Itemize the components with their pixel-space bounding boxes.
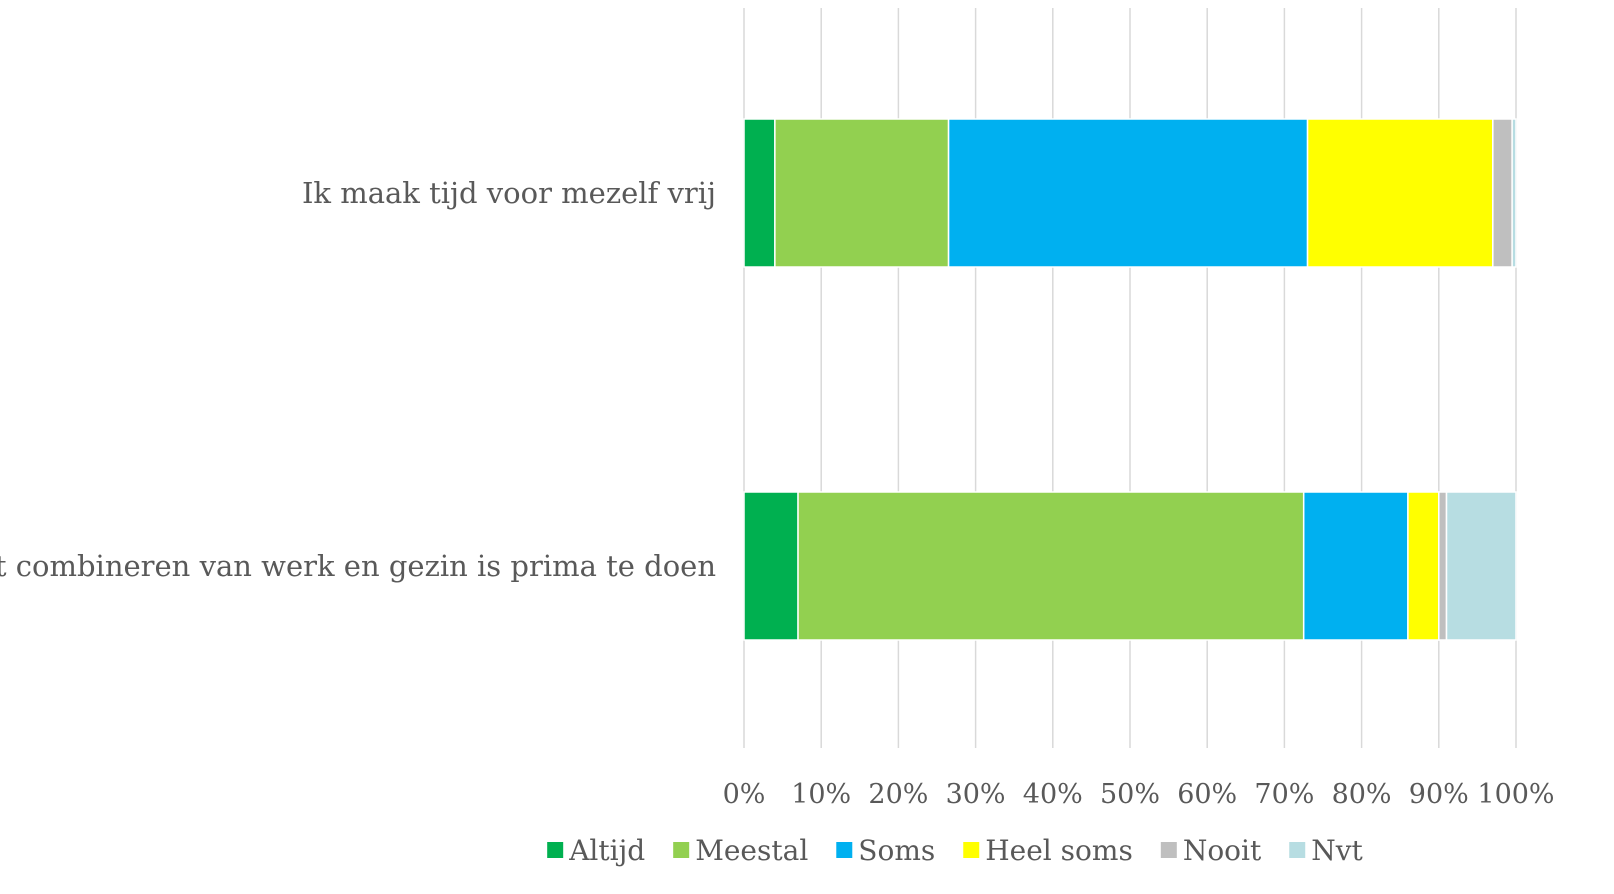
legend-item-meestal: Meestal xyxy=(673,834,808,867)
bar-segment-altijd xyxy=(743,491,799,641)
legend: Altijd Meestal Soms Heel soms Nooit Nvt xyxy=(547,834,1364,867)
bar-segment-heel-soms xyxy=(1306,118,1494,268)
x-tick-label: 10% xyxy=(791,779,851,810)
x-tick-label: 30% xyxy=(946,779,1006,810)
legend-label: Altijd xyxy=(568,834,645,867)
x-tick-label: 60% xyxy=(1177,779,1237,810)
legend-swatch xyxy=(963,842,980,858)
legend-item-soms: Soms xyxy=(836,834,935,867)
bar-segment-meestal xyxy=(797,491,1305,641)
bar-segment-meestal xyxy=(774,118,950,268)
x-tick-label: 100% xyxy=(1477,779,1554,810)
category-label: Het combineren van werk en gezin is prim… xyxy=(0,549,716,583)
bar-segment-nooit xyxy=(1492,118,1513,268)
legend-swatch xyxy=(673,842,690,858)
legend-item-heel-soms: Heel soms xyxy=(963,834,1133,867)
legend-item-nooit: Nooit xyxy=(1160,834,1262,867)
bars xyxy=(743,118,1517,641)
bar-segment-nvt xyxy=(1511,118,1517,268)
legend-swatch xyxy=(836,842,853,858)
legend-item-altijd: Altijd xyxy=(547,834,645,867)
legend-item-nvt: Nvt xyxy=(1289,834,1364,867)
legend-label: Heel soms xyxy=(985,834,1133,867)
legend-swatch xyxy=(1289,842,1306,858)
x-tick-label: 90% xyxy=(1409,779,1469,810)
x-tick-label: 20% xyxy=(868,779,928,810)
bar-segment-nooit xyxy=(1438,491,1448,641)
legend-label: Meestal xyxy=(695,834,808,867)
legend-swatch xyxy=(547,842,564,858)
category-labels: Ik maak tijd voor mezelf vrij Het combine… xyxy=(0,176,716,583)
x-tick-label: 0% xyxy=(723,779,766,810)
bar-segment-soms xyxy=(1302,491,1409,641)
x-tick-label: 80% xyxy=(1332,779,1392,810)
bar-segment-heel-soms xyxy=(1407,491,1440,641)
x-tick-label: 50% xyxy=(1100,779,1160,810)
bar-segment-soms xyxy=(947,118,1309,268)
legend-label: Soms xyxy=(858,834,935,867)
x-axis-tick-labels: 0% 10% 20% 30% 40% 50% 60% 70% 80% 90% 100% xyxy=(723,779,1555,810)
x-tick-label: 70% xyxy=(1254,779,1314,810)
bar-segment-altijd xyxy=(743,118,776,268)
x-tick-label: 40% xyxy=(1023,779,1083,810)
legend-swatch xyxy=(1160,842,1177,858)
category-label: Ik maak tijd voor mezelf vrij xyxy=(302,176,716,210)
legend-label: Nvt xyxy=(1311,834,1363,867)
legend-label: Nooit xyxy=(1183,834,1262,867)
bar-segment-nvt xyxy=(1445,491,1517,641)
